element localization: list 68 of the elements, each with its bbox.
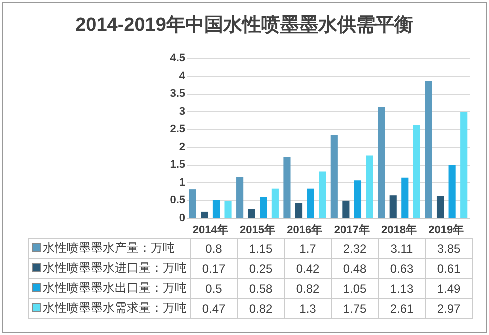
bar — [390, 196, 397, 218]
x-tick-label: 2016年 — [287, 224, 323, 236]
y-tick-label: 2.5 — [170, 124, 186, 136]
data-label: 1.75 — [332, 298, 378, 318]
data-label: 2.97 — [426, 298, 472, 318]
legend-label: 水性喷墨墨水进口量：万吨 — [28, 258, 190, 278]
data-label: 1.49 — [426, 278, 472, 298]
data-label: 0.8 — [190, 238, 238, 258]
data-label: 1.3 — [284, 298, 332, 318]
legend-label: 水性喷墨墨水需求量：万吨 — [28, 298, 190, 318]
y-tick-label: 1.5 — [170, 159, 186, 172]
bar — [354, 180, 362, 218]
x-tick-label: 2017年 — [334, 224, 370, 236]
bar — [307, 188, 314, 218]
x-tick-label: 2015年 — [240, 224, 276, 236]
y-tick-label: 2 — [179, 141, 186, 154]
bar — [212, 200, 220, 218]
bar — [366, 156, 374, 218]
y-tick-label: 3.5 — [170, 88, 186, 100]
bar — [436, 196, 444, 218]
legend-label: 水性喷墨墨水产量：万吨 — [28, 238, 190, 258]
bar — [330, 136, 338, 218]
bar — [319, 172, 326, 218]
y-tick-label: 0.5 — [170, 194, 186, 207]
y-tick-label: 0 — [179, 212, 186, 224]
x-tick-label: 2018年 — [382, 224, 417, 236]
bar — [342, 200, 350, 218]
bar — [272, 188, 279, 218]
data-label: 0.48 — [332, 258, 378, 278]
chart-title: 2014-2019年中国水性喷墨墨水供需平衡 — [74, 14, 414, 38]
bar — [224, 201, 232, 218]
legend-label: 水性喷墨墨水出口量：万吨 — [28, 278, 190, 298]
data-label: 1.15 — [238, 238, 284, 258]
bar — [236, 177, 244, 218]
data-label: 0.61 — [426, 258, 472, 278]
y-tick-label: 4 — [179, 70, 186, 82]
data-label: 0.25 — [238, 258, 284, 278]
y-tick-label: 4.5 — [170, 52, 186, 64]
bar — [189, 190, 196, 218]
bar — [425, 81, 432, 218]
data-label: 3.11 — [378, 238, 426, 258]
data-label: 1.05 — [332, 278, 378, 298]
data-label: 0.42 — [284, 258, 332, 278]
bar — [378, 107, 386, 218]
bar — [402, 178, 409, 218]
bar — [284, 158, 291, 218]
data-label: 2.32 — [332, 238, 378, 258]
bar — [201, 212, 208, 218]
y-tick-label: 1 — [179, 176, 186, 189]
data-label: 0.58 — [238, 278, 284, 298]
data-label: 0.63 — [378, 258, 426, 278]
x-tick-label: 2019年 — [428, 224, 464, 236]
y-tick-label: 3 — [179, 106, 186, 118]
data-label: 2.61 — [378, 298, 426, 318]
data-label: 1.13 — [378, 278, 426, 298]
data-label: 0.82 — [284, 278, 332, 298]
data-label: 0.17 — [190, 258, 238, 278]
bar — [460, 112, 468, 218]
bar — [295, 203, 303, 218]
bar — [413, 125, 420, 218]
bar — [248, 209, 256, 218]
data-label: 0.82 — [238, 298, 284, 318]
bar — [448, 165, 456, 218]
x-tick-label: 2014年 — [192, 224, 228, 236]
bar — [260, 197, 268, 218]
data-label: 3.85 — [426, 238, 472, 258]
data-label: 0.47 — [190, 298, 238, 318]
data-label: 1.7 — [284, 238, 332, 258]
